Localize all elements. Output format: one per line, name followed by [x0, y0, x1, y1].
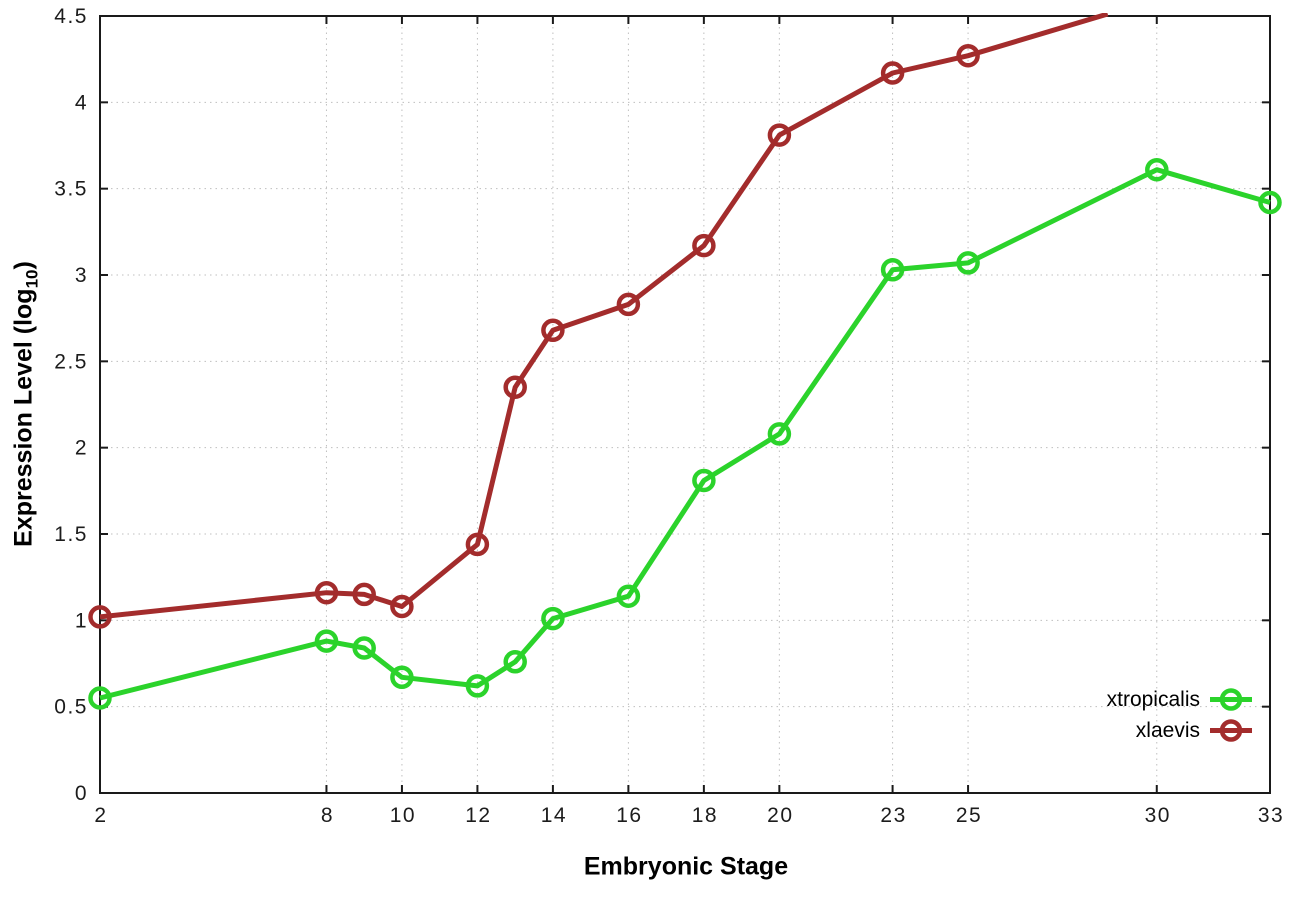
- point-xtropicalis-stage-25: [956, 251, 980, 275]
- point-xlaevis-stage-20: [767, 123, 792, 147]
- point-xlaevis-stage-16: [616, 292, 641, 317]
- y-tick-label-1.5: 1.5: [54, 523, 88, 546]
- point-xtropicalis-stage-2: [88, 686, 112, 710]
- point-xlaevis-stage-12: [465, 532, 490, 557]
- legend-sample-circle: [1219, 688, 1243, 711]
- y-tick-label-1: 1: [75, 609, 88, 632]
- point-xlaevis-stage-25: [956, 43, 980, 68]
- point-xtropicalis-stage-16: [616, 584, 641, 608]
- point-xtropicalis-stage-12: [465, 674, 490, 698]
- y-tick-label-3.5: 3.5: [54, 178, 88, 201]
- x-tick-label-2: 2: [94, 804, 107, 827]
- y-axis-title-subscript: 10: [22, 269, 42, 289]
- point-xtropicalis-stage-13: [503, 650, 527, 674]
- x-tick-label-30: 30: [1145, 804, 1171, 827]
- point-xlaevis-stage-10: [390, 594, 414, 619]
- legend-sample-circle: [1219, 719, 1243, 742]
- point-xlaevis-stage-9: [352, 582, 376, 607]
- series-line-xtropicalis: [99, 167, 1271, 701]
- x-tick-label-8: 8: [321, 804, 334, 827]
- point-xlaevis-stage-18: [692, 233, 716, 258]
- point-xtropicalis-stage-18: [692, 468, 716, 493]
- legend-marker-xtropicalis: [1210, 688, 1252, 711]
- y-tick-label-3: 3: [75, 264, 88, 287]
- point-xtropicalis-stage-23: [880, 258, 905, 282]
- y-tick-label-4: 4: [75, 91, 88, 114]
- x-tick-label-10: 10: [390, 804, 416, 827]
- point-xtropicalis-stage-14: [541, 606, 565, 631]
- y-axis-title-text: Expression Level (log: [9, 288, 38, 547]
- x-tick-label-12: 12: [465, 804, 491, 827]
- point-xlaevis-stage-23: [880, 61, 905, 85]
- point-xtropicalis-stage-10: [390, 665, 414, 690]
- x-tick-label-14: 14: [541, 804, 567, 827]
- plot-border: [99, 15, 1271, 794]
- y-axis-title: Expression Level (log10): [10, 261, 43, 547]
- y-tick-label-4.5: 4.5: [54, 5, 88, 28]
- point-xlaevis-stage-13: [503, 375, 527, 399]
- y-tick-label-0.5: 0.5: [54, 696, 88, 719]
- y-tick-label-2: 2: [75, 437, 88, 460]
- point-xtropicalis-stage-8: [314, 629, 339, 653]
- legend-entry-xtropicalis: xtropicalis: [1107, 684, 1254, 715]
- y-tick-label-0: 0: [75, 782, 88, 805]
- y-axis-title-close: ): [9, 261, 38, 270]
- x-axis-title: Embryonic Stage: [583, 852, 789, 881]
- legend-marker-xlaevis: [1210, 719, 1252, 742]
- point-xtropicalis-stage-20: [767, 422, 792, 446]
- point-xtropicalis-stage-30: [1145, 157, 1169, 182]
- point-xlaevis-stage-14: [541, 318, 565, 343]
- x-tick-label-20: 20: [767, 804, 793, 827]
- series-line-xlaevis: [99, 13, 1109, 620]
- x-tick-label-18: 18: [692, 804, 718, 827]
- legend: xtropicalis xlaevis: [1107, 684, 1254, 746]
- legend-entry-xlaevis: xlaevis: [1107, 715, 1254, 746]
- point-xlaevis-stage-2: [88, 605, 112, 629]
- legend-label-xtropicalis: xtropicalis: [1106, 687, 1200, 711]
- point-xtropicalis-stage-9: [352, 636, 376, 660]
- x-tick-label-33: 33: [1258, 804, 1284, 827]
- point-xtropicalis-stage-33: [1258, 190, 1282, 215]
- point-xlaevis-stage-8: [314, 580, 339, 605]
- x-tick-label-25: 25: [956, 804, 982, 827]
- x-tick-label-23: 23: [880, 804, 906, 827]
- y-tick-label-2.5: 2.5: [54, 350, 88, 373]
- legend-label-xlaevis: xlaevis: [1135, 718, 1200, 742]
- x-tick-label-16: 16: [616, 804, 642, 827]
